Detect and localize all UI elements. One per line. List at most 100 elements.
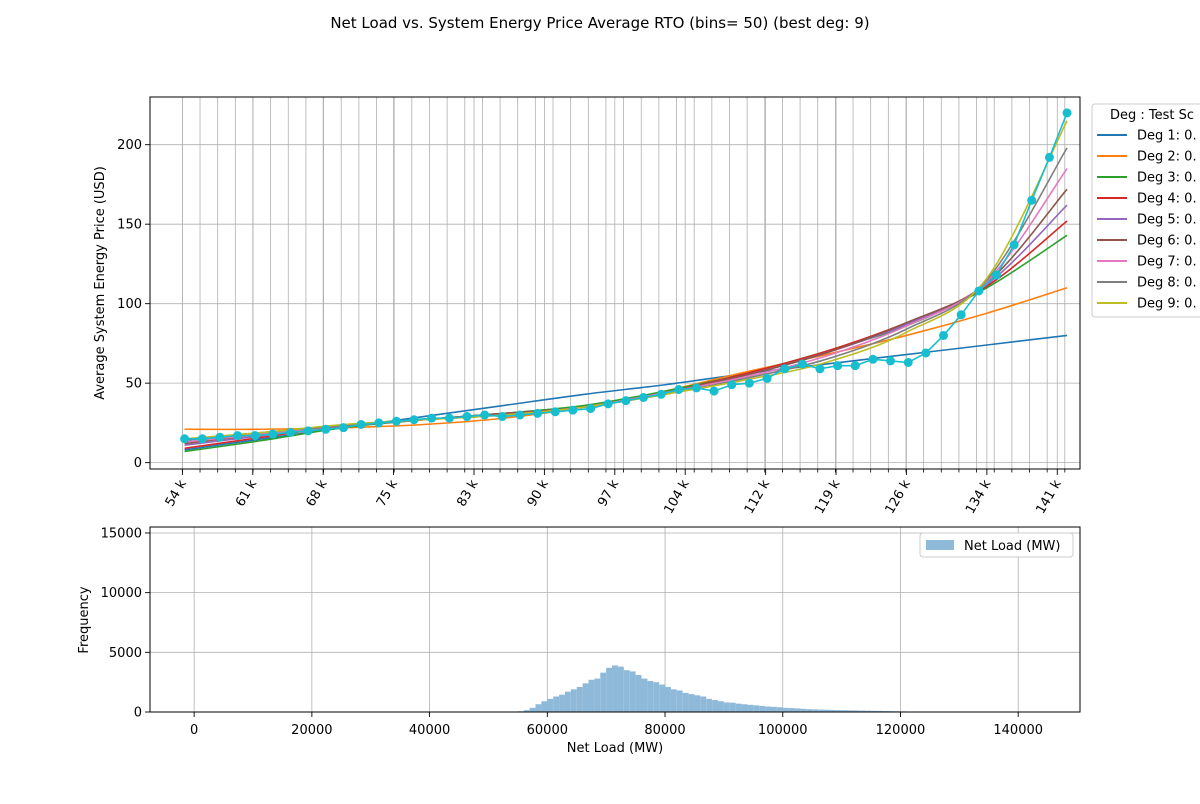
histogram-bar: [536, 704, 542, 712]
observed-point: [198, 434, 207, 443]
histogram-bar: [771, 707, 777, 712]
histogram-bar: [577, 687, 583, 712]
y-tick-label: 0: [134, 456, 142, 471]
observed-point: [815, 364, 824, 373]
observed-point: [868, 355, 877, 364]
observed-point: [674, 385, 683, 394]
histogram-bar: [559, 695, 565, 712]
histogram-bar: [547, 699, 553, 712]
histogram-y-tick-label: 15000: [101, 526, 142, 541]
histogram-x-tick-label: 140000: [993, 723, 1043, 738]
observed-point: [833, 361, 842, 370]
observed-point: [851, 361, 860, 370]
histogram-bar: [636, 675, 642, 712]
observed-point: [268, 430, 277, 439]
observed-point: [745, 379, 754, 388]
histogram-bar: [641, 679, 647, 712]
observed-point: [586, 404, 595, 413]
observed-point: [215, 433, 224, 442]
y-tick-label: 200: [117, 138, 142, 153]
histogram-x-tick-label: 120000: [876, 723, 926, 738]
histogram-legend-swatch: [926, 540, 954, 550]
histogram-bar: [530, 708, 536, 712]
observed-point: [921, 348, 930, 357]
observed-point: [710, 387, 719, 396]
observed-point: [233, 431, 242, 440]
histogram-bar: [742, 704, 748, 712]
y-tick-label: 50: [125, 377, 142, 392]
legend-label-deg-8: Deg 8: 0.: [1137, 276, 1197, 291]
observed-point: [251, 431, 260, 440]
histogram-bar: [659, 685, 665, 712]
figure-title: Net Load vs. System Energy Price Average…: [330, 14, 869, 32]
histogram-bar: [600, 673, 606, 712]
histogram-y-tick-label: 0: [134, 706, 142, 721]
histogram-y-axis-label: Frequency: [77, 586, 92, 653]
observed-point: [357, 420, 366, 429]
observed-point: [339, 423, 348, 432]
observed-point: [498, 412, 507, 421]
observed-point: [974, 286, 983, 295]
histogram-bar: [630, 671, 636, 712]
observed-point: [480, 410, 489, 419]
histogram-bar: [783, 708, 789, 712]
histogram-bar: [683, 693, 689, 712]
observed-point: [780, 364, 789, 373]
observed-point: [957, 310, 966, 319]
observed-point: [462, 412, 471, 421]
observed-point: [1045, 153, 1054, 162]
histogram-x-tick-label: 100000: [758, 723, 808, 738]
observed-point: [939, 331, 948, 340]
observed-point: [374, 418, 383, 427]
legend-label-deg-6: Deg 6: 0.: [1137, 234, 1197, 249]
observed-point: [992, 271, 1001, 280]
histogram-y-tick-label: 10000: [101, 586, 142, 601]
legend-title: Deg : Test Sc: [1110, 108, 1194, 123]
histogram-bar: [753, 705, 759, 712]
histogram-x-tick-label: 40000: [409, 723, 450, 738]
histogram-x-tick-label: 20000: [291, 723, 332, 738]
observed-point: [321, 425, 330, 434]
histogram-bar: [706, 699, 712, 712]
histogram-bar: [541, 701, 547, 712]
observed-point: [304, 426, 313, 435]
histogram-legend: Net Load (MW): [920, 533, 1073, 557]
histogram-x-tick-label: 80000: [644, 723, 685, 738]
histogram-bar: [747, 705, 753, 712]
observed-point: [904, 358, 913, 367]
observed-point: [657, 390, 666, 399]
histogram-bar: [718, 701, 724, 712]
histogram-bar: [624, 670, 630, 712]
histogram-bar: [712, 700, 718, 712]
histogram-bar: [765, 707, 771, 712]
histogram-bar: [612, 665, 618, 712]
histogram-bar: [653, 682, 659, 712]
observed-point: [180, 434, 189, 443]
y-tick-label: 150: [117, 218, 142, 233]
histogram-bar: [700, 696, 706, 712]
fit-legend: Deg : Test Sc Deg 1: 0.Deg 2: 0.Deg 3: 0…: [1092, 104, 1200, 317]
observed-point: [533, 409, 542, 418]
legend-label-deg-3: Deg 3: 0.: [1137, 171, 1197, 186]
histogram-x-tick-label: 0: [190, 723, 198, 738]
observed-point: [798, 360, 807, 369]
histogram-x-axis-label: Net Load (MW): [567, 741, 663, 756]
legend-label-deg-5: Deg 5: 0.: [1137, 213, 1197, 228]
observed-point: [410, 415, 419, 424]
legend-label-deg-1: Deg 1: 0.: [1137, 129, 1197, 144]
observed-point: [427, 414, 436, 423]
histogram-bar: [553, 696, 559, 712]
observed-point: [763, 374, 772, 383]
observed-point: [1027, 196, 1036, 205]
histogram-bar: [594, 679, 600, 712]
y-tick-label: 100: [117, 297, 142, 312]
observed-point: [621, 396, 630, 405]
histogram-legend-label: Net Load (MW): [964, 539, 1060, 554]
histogram-x-tick-label: 60000: [527, 723, 568, 738]
legend-label-deg-4: Deg 4: 0.: [1137, 192, 1197, 207]
observed-point: [1010, 240, 1019, 249]
histogram-bar: [777, 707, 783, 712]
histogram-bar: [571, 689, 577, 712]
